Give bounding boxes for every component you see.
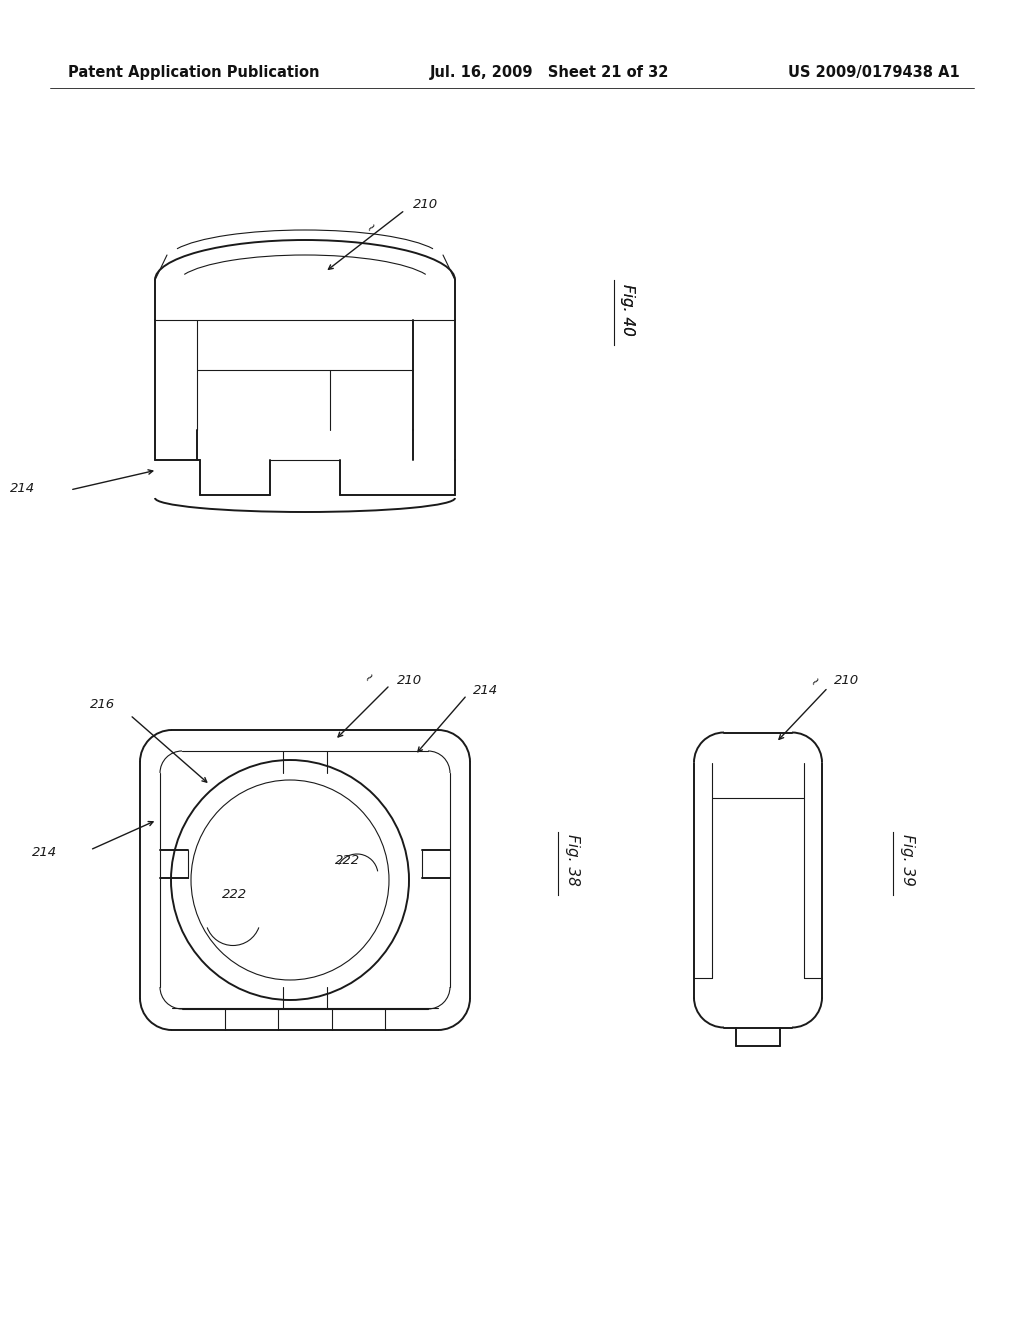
Text: Jul. 16, 2009   Sheet 21 of 32: Jul. 16, 2009 Sheet 21 of 32 <box>430 65 670 79</box>
Text: 222: 222 <box>335 854 360 866</box>
Text: Fig. 38: Fig. 38 <box>565 834 580 886</box>
Text: Fig. 40: Fig. 40 <box>620 284 635 335</box>
Text: Patent Application Publication: Patent Application Publication <box>68 65 319 79</box>
Text: 216: 216 <box>90 698 115 711</box>
Text: ∼: ∼ <box>808 672 824 689</box>
Text: Fig. 39: Fig. 39 <box>900 834 915 886</box>
Text: 210: 210 <box>413 198 438 211</box>
Text: ∼: ∼ <box>364 219 380 235</box>
Text: 214: 214 <box>32 846 57 858</box>
Text: 210: 210 <box>397 673 422 686</box>
Text: 214: 214 <box>473 684 498 697</box>
Text: ∼: ∼ <box>361 669 378 685</box>
Text: 222: 222 <box>222 888 248 902</box>
Text: 214: 214 <box>10 482 35 495</box>
Text: Fig. 40: Fig. 40 <box>620 284 635 335</box>
Text: US 2009/0179438 A1: US 2009/0179438 A1 <box>788 65 961 79</box>
Text: 210: 210 <box>834 675 859 686</box>
